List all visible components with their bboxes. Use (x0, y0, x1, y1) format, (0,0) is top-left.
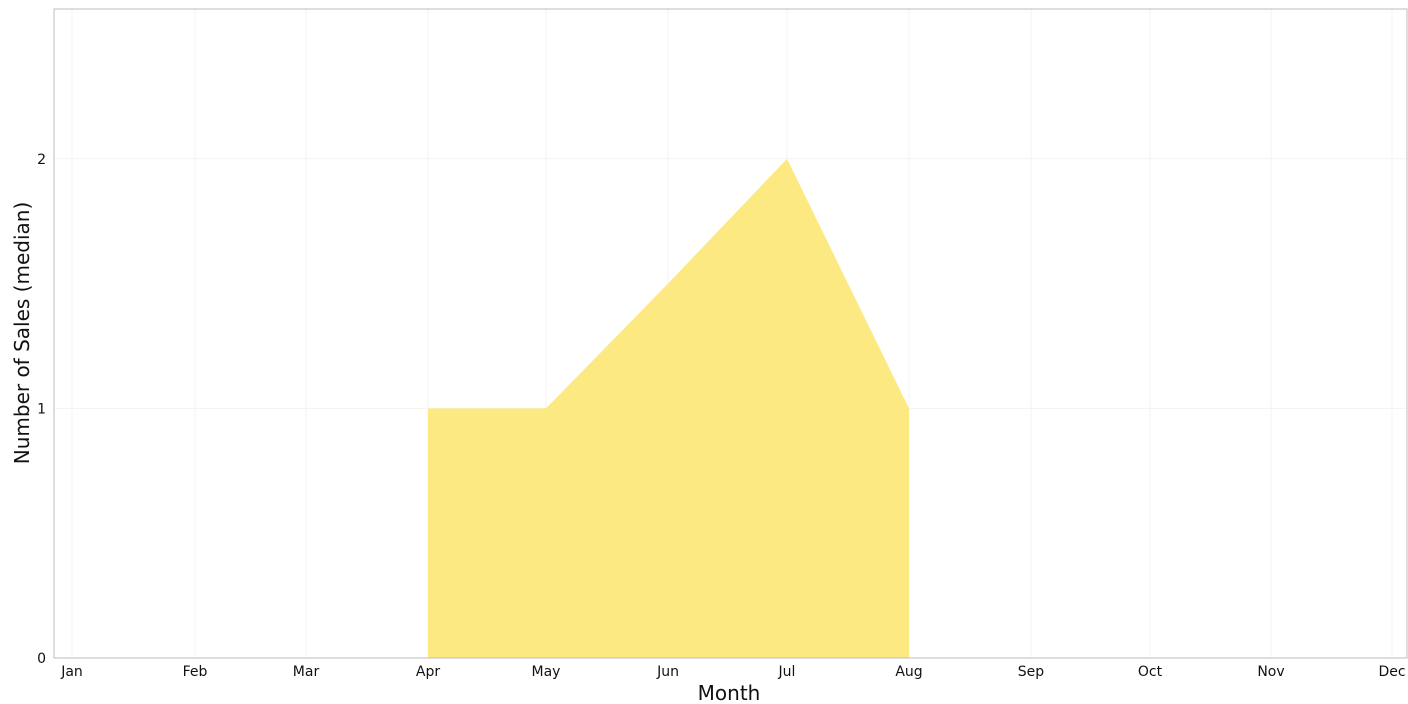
y-tick-label-0: 0 (37, 651, 46, 667)
x-tick-label-feb: Feb (183, 664, 208, 680)
x-tick-label-jul: Jul (778, 664, 796, 680)
y-axis-ticks: 0 1 2 (37, 152, 46, 667)
x-tick-label-jan: Jan (60, 664, 83, 680)
x-tick-label-jun: Jun (656, 664, 679, 680)
x-tick-label-mar: Mar (293, 664, 320, 680)
x-tick-label-dec: Dec (1378, 664, 1405, 680)
x-axis-ticks: Jan Feb Mar Apr May Jun Jul Aug Sep Oct Nov Dec (60, 664, 1405, 680)
area-series-1 (428, 158, 909, 658)
y-tick-label-1: 1 (37, 401, 46, 417)
x-tick-label-nov: Nov (1257, 664, 1284, 680)
series-layer (428, 158, 909, 658)
x-axis-label: Month (698, 681, 761, 704)
plot-frame (53, 8, 1408, 659)
x-tick-label-sep: Sep (1018, 664, 1045, 680)
y-tick-label-2: 2 (37, 152, 46, 168)
x-tick-label-may: May (532, 664, 561, 680)
x-tick-label-oct: Oct (1138, 664, 1163, 680)
x-tick-label-aug: Aug (895, 664, 922, 680)
x-tick-label-apr: Apr (416, 664, 440, 680)
y-axis-label: Number of Sales (median) (10, 202, 34, 465)
